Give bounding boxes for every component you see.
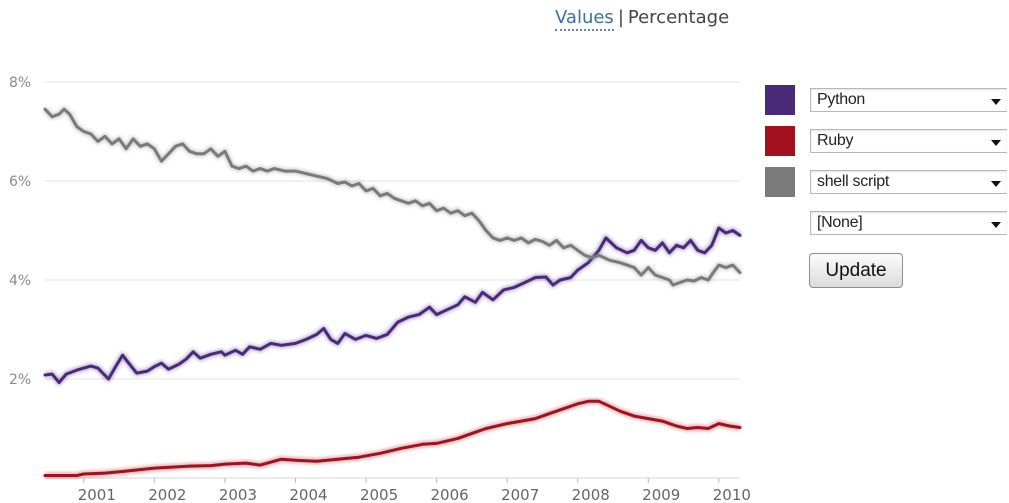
series-line-ruby xyxy=(43,399,742,477)
select-value: shell script xyxy=(817,173,889,190)
series-line-glow-python xyxy=(44,225,742,386)
percentage-label: Percentage xyxy=(627,7,730,28)
x-tick-label: 2003 xyxy=(219,486,257,503)
x-tick-label: 2006 xyxy=(431,486,469,503)
select-value: Ruby xyxy=(817,132,854,149)
series-select-2[interactable]: Ruby xyxy=(810,129,1007,153)
series-select-3[interactable]: shell script xyxy=(810,170,1007,194)
y-tick-label: 8% xyxy=(9,75,31,91)
y-tick-label: 2% xyxy=(9,372,31,388)
chevron-down-icon xyxy=(991,222,1001,228)
x-tick-label: 2001 xyxy=(78,486,116,503)
series-color-swatch xyxy=(765,167,795,197)
toggle-separator: | xyxy=(617,7,624,28)
gridlines xyxy=(45,81,740,479)
axis-labels: 2% 4% 6% 8% 2001 2002 2003 2004 2005 2006 2007 2008… xyxy=(9,75,751,503)
series-select-4[interactable]: [None] xyxy=(810,211,1007,235)
series-line-shell-script xyxy=(43,107,742,287)
x-tick-label: 2007 xyxy=(501,486,539,503)
x-tick-label: 2008 xyxy=(572,486,610,503)
chevron-down-icon xyxy=(991,99,1001,105)
y-tick-label: 4% xyxy=(9,273,31,289)
x-tick-label: 2005 xyxy=(360,486,398,503)
x-tick-label: 2009 xyxy=(642,486,680,503)
value-mode-toggle: Values | Percentage xyxy=(555,7,730,31)
series-color-swatch xyxy=(765,85,795,115)
y-tick-label: 6% xyxy=(9,174,31,190)
series-line-glow-ruby xyxy=(45,398,741,479)
values-link[interactable]: Values xyxy=(555,7,614,31)
language-trend-chart: 2% 4% 6% 8% 2001 2002 2003 2004 2005 2006 2007 2008… xyxy=(9,75,751,503)
series-lines xyxy=(42,106,743,479)
select-value: [None] xyxy=(817,214,863,231)
chevron-down-icon xyxy=(991,140,1001,146)
select-value: Python xyxy=(817,91,866,108)
series-line-python xyxy=(43,226,742,384)
series-select-1[interactable]: Python xyxy=(810,88,1007,112)
x-tick-label: 2010 xyxy=(713,486,751,503)
series-color-swatch xyxy=(765,126,795,156)
chevron-down-icon xyxy=(991,181,1001,187)
x-tick-label: 2004 xyxy=(289,486,327,503)
x-tick-label: 2002 xyxy=(148,486,186,503)
update-button[interactable]: Update xyxy=(809,253,903,288)
